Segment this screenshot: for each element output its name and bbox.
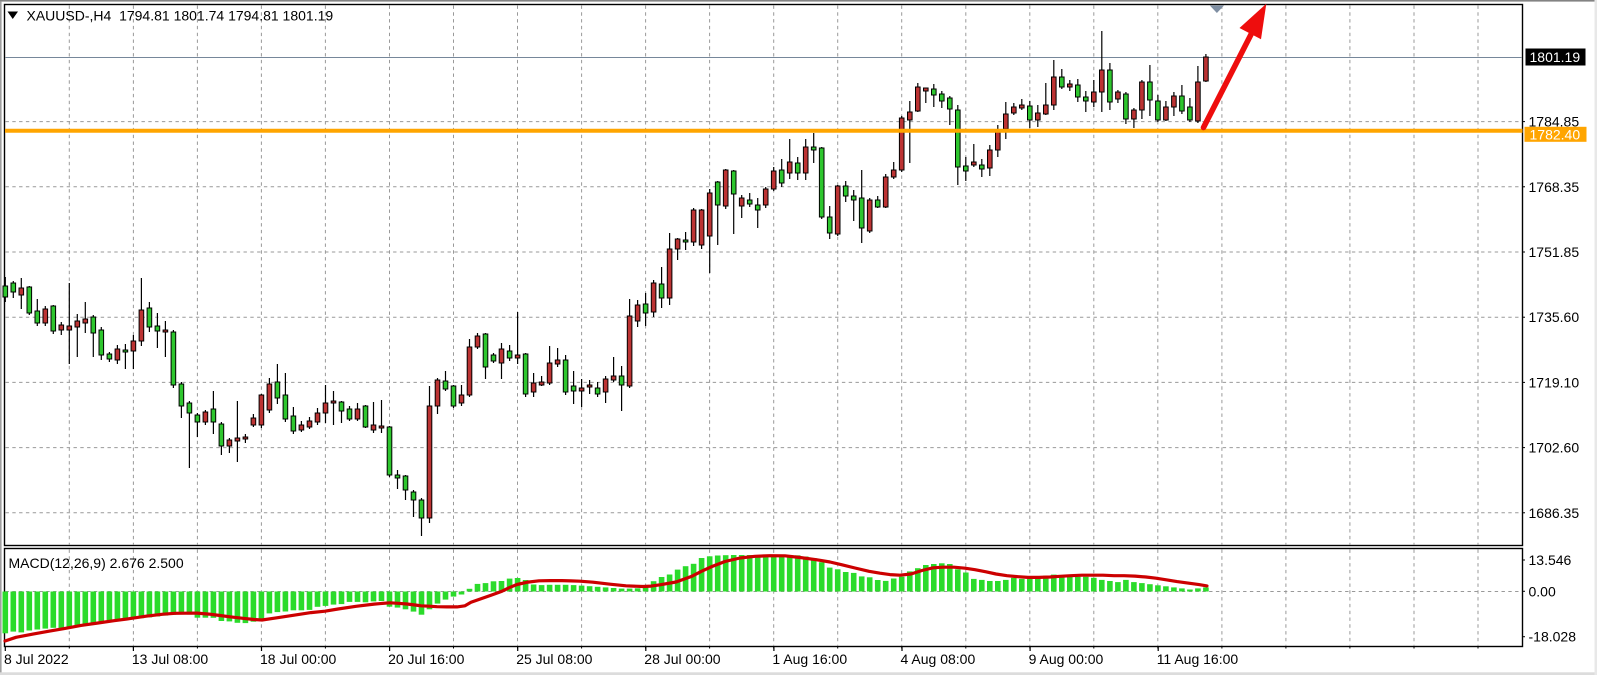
svg-text:1801.19: 1801.19 bbox=[1530, 49, 1581, 65]
svg-text:28 Jul 00:00: 28 Jul 00:00 bbox=[644, 651, 720, 667]
svg-text:25 Jul 08:00: 25 Jul 08:00 bbox=[516, 651, 592, 667]
svg-text:1784.85: 1784.85 bbox=[1529, 114, 1580, 130]
svg-text:1782.40: 1782.40 bbox=[1530, 126, 1581, 142]
svg-text:1702.60: 1702.60 bbox=[1529, 440, 1580, 456]
svg-text:1768.35: 1768.35 bbox=[1529, 179, 1580, 195]
svg-text:11 Aug 16:00: 11 Aug 16:00 bbox=[1157, 651, 1239, 667]
svg-text:13.546: 13.546 bbox=[1529, 552, 1572, 568]
svg-text:4 Aug 08:00: 4 Aug 08:00 bbox=[901, 651, 976, 667]
svg-text:XAUUSD-,H4 1794.81 1801.74 17: XAUUSD-,H4 1794.81 1801.74 1794.81 1801.… bbox=[27, 8, 334, 24]
svg-text:-18.028: -18.028 bbox=[1529, 629, 1577, 645]
svg-text:1751.85: 1751.85 bbox=[1529, 244, 1580, 260]
svg-text:1735.60: 1735.60 bbox=[1529, 309, 1580, 325]
svg-text:1686.35: 1686.35 bbox=[1529, 505, 1580, 521]
svg-text:MACD(12,26,9) 2.676 2.500: MACD(12,26,9) 2.676 2.500 bbox=[9, 555, 184, 571]
svg-text:20 Jul 16:00: 20 Jul 16:00 bbox=[388, 651, 464, 667]
svg-text:13 Jul 08:00: 13 Jul 08:00 bbox=[132, 651, 208, 667]
svg-text:1 Aug 16:00: 1 Aug 16:00 bbox=[772, 651, 847, 667]
svg-text:9 Aug 00:00: 9 Aug 00:00 bbox=[1029, 651, 1104, 667]
svg-text:1719.10: 1719.10 bbox=[1529, 374, 1580, 390]
svg-text:18 Jul 00:00: 18 Jul 00:00 bbox=[260, 651, 336, 667]
svg-text:8 Jul 2022: 8 Jul 2022 bbox=[4, 651, 69, 667]
svg-text:0.00: 0.00 bbox=[1529, 583, 1556, 599]
